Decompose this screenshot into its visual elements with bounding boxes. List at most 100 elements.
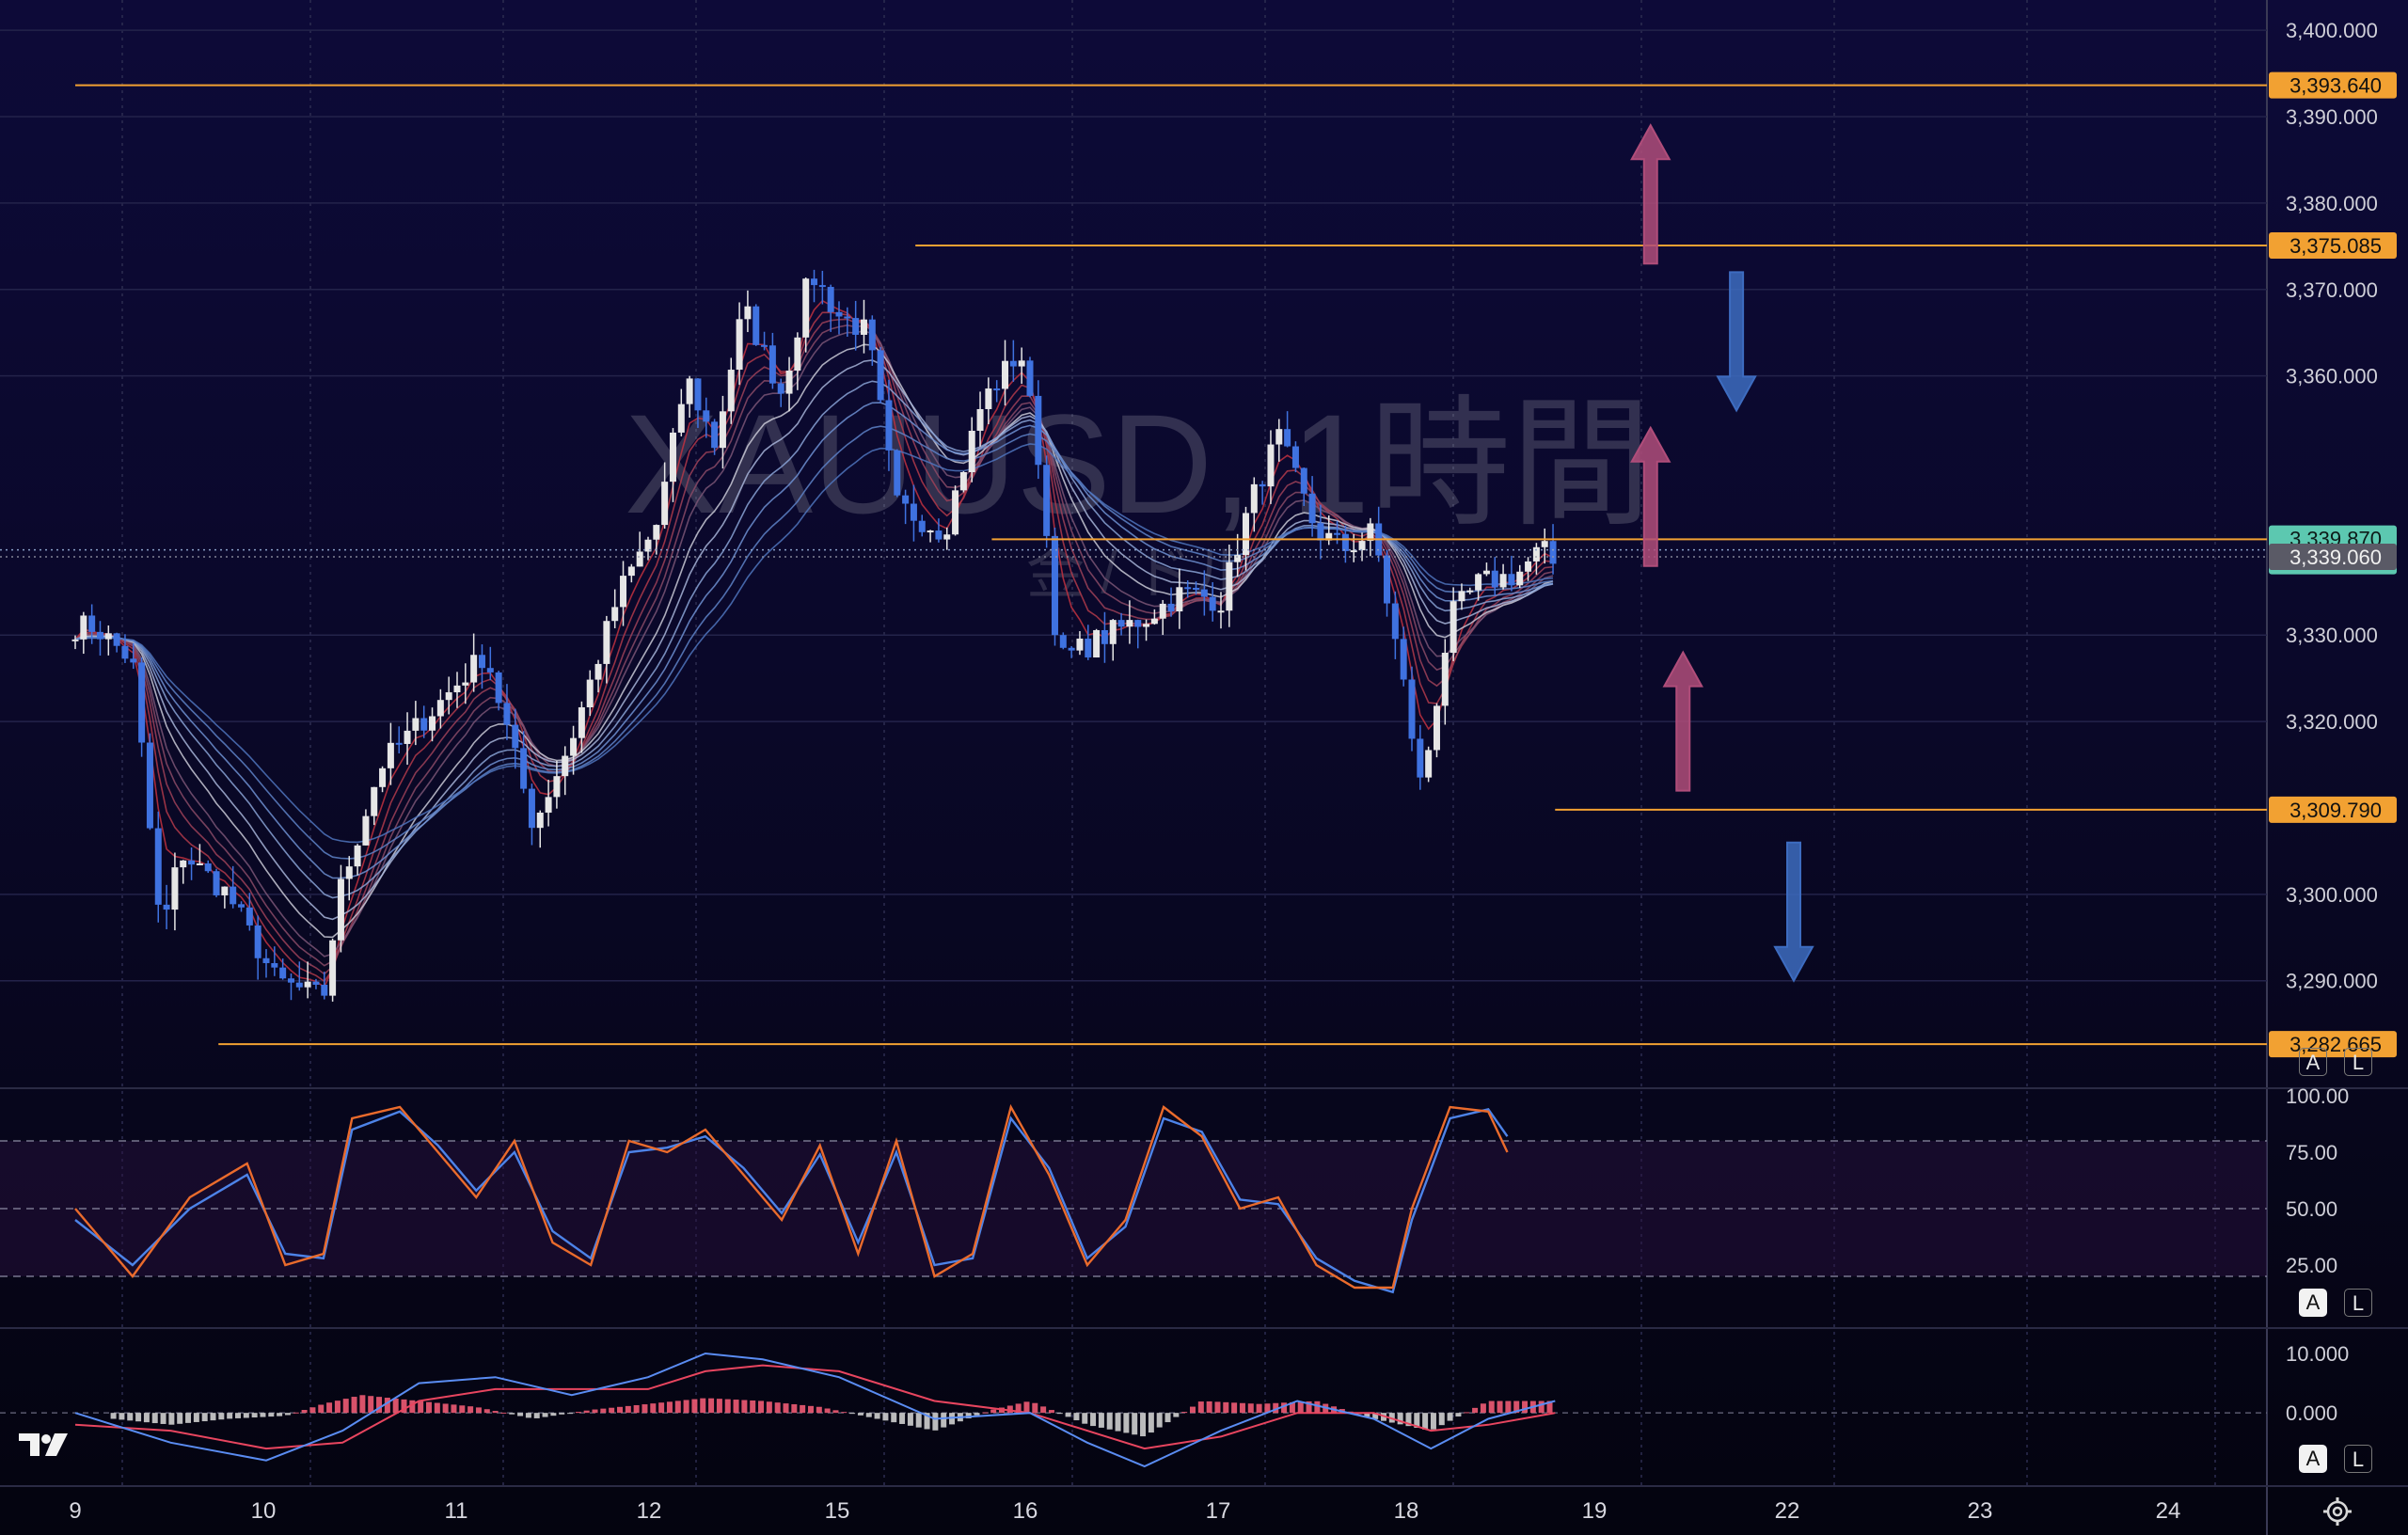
time-tick-label: 12 <box>637 1498 662 1524</box>
candle-body <box>1417 738 1424 778</box>
candle-body <box>711 421 719 449</box>
ema-ribbon-line <box>74 324 1554 967</box>
macd-histogram-bar <box>1306 1400 1312 1414</box>
candle-body <box>1026 360 1034 396</box>
candle-body <box>1117 620 1125 627</box>
macd-histogram-bar <box>642 1404 648 1414</box>
macd-histogram-bar <box>177 1413 183 1424</box>
macd-auto-scale-button[interactable]: A <box>2299 1445 2327 1473</box>
candle-body <box>1217 610 1225 613</box>
macd-log-scale-button[interactable]: L <box>2344 1445 2372 1473</box>
macd-histogram-bar <box>691 1399 698 1414</box>
up-arrow-icon <box>1630 425 1671 567</box>
macd-histogram-bar <box>1256 1403 1262 1414</box>
candle-body <box>404 730 411 744</box>
price-log-scale-button[interactable]: L <box>2344 1048 2372 1076</box>
price-auto-scale-button[interactable]: A <box>2299 1048 2327 1076</box>
macd-histogram-bar <box>849 1413 856 1415</box>
macd-histogram-bar <box>301 1410 308 1414</box>
macd-histogram-bar <box>1189 1406 1196 1414</box>
candle-body <box>204 862 212 872</box>
macd-histogram-bar <box>1065 1413 1071 1417</box>
time-tick-label: 22 <box>1775 1498 1800 1524</box>
candle-body <box>719 411 726 449</box>
stoch-tick-label: 50.00 <box>2286 1197 2337 1221</box>
macd-histogram-bar <box>1297 1401 1304 1414</box>
level-price-tag <box>2269 71 2397 99</box>
macd-histogram-bar <box>1006 1405 1013 1414</box>
candle-body <box>669 432 676 483</box>
macd-histogram-bar <box>932 1413 939 1431</box>
candle-body <box>1325 532 1333 541</box>
candle-body <box>553 776 561 798</box>
candle-body <box>661 482 669 526</box>
macd-tick-label: 10.000 <box>2286 1342 2349 1366</box>
macd-histogram-bar <box>143 1413 150 1423</box>
macd-histogram-bar <box>525 1413 531 1418</box>
candle-body <box>918 520 926 532</box>
candle-body <box>295 982 303 988</box>
macd-histogram-bar <box>243 1413 249 1418</box>
macd-histogram-bar <box>1430 1413 1436 1430</box>
candle-body <box>985 388 992 409</box>
stoch-tick-label: 100.00 <box>2286 1084 2349 1108</box>
macd-histogram-bar <box>1273 1402 1279 1414</box>
candle-body <box>1350 550 1357 553</box>
macd-histogram-bar <box>185 1413 192 1423</box>
macd-histogram-bar <box>650 1403 657 1414</box>
last-price-tag <box>2269 544 2397 571</box>
candle-body <box>1275 429 1283 445</box>
candle-body <box>146 742 153 829</box>
candle-body <box>1267 444 1275 487</box>
macd-histogram-bar <box>1040 1406 1047 1414</box>
candle-body <box>1441 653 1449 706</box>
candle-body <box>959 472 967 491</box>
candle-body <box>1109 620 1117 644</box>
candle-body <box>246 907 253 926</box>
candle-body <box>371 786 378 816</box>
candle-body <box>230 886 237 905</box>
candle-body <box>387 742 394 768</box>
candle-body <box>794 337 801 372</box>
macd-histogram-bar <box>783 1403 789 1414</box>
macd-histogram-bar <box>542 1413 548 1417</box>
candle-body <box>611 607 619 622</box>
price-tick-label: 3,400.000 <box>2286 19 2378 42</box>
macd-histogram-bar <box>1098 1413 1104 1428</box>
candle-body <box>436 700 444 717</box>
macd-histogram-bar <box>1132 1413 1138 1435</box>
stoch-log-scale-button[interactable]: L <box>2344 1289 2372 1317</box>
stoch-auto-scale-button[interactable]: A <box>2299 1289 2327 1317</box>
candle-body <box>1384 555 1391 604</box>
macd-histogram-bar <box>1472 1407 1479 1414</box>
macd-histogram-bar <box>1082 1413 1088 1424</box>
macd-histogram-bar <box>1032 1402 1038 1414</box>
macd-histogram-bar <box>1422 1413 1429 1430</box>
candle-body <box>536 812 544 829</box>
candle-body <box>935 530 943 540</box>
macd-histogram-bar <box>1048 1410 1054 1414</box>
candle-body <box>1093 629 1101 657</box>
macd-histogram-bar <box>160 1413 166 1424</box>
macd-histogram-bar <box>982 1412 989 1414</box>
symbol-watermark: XAUUSD, 1時間 <box>625 385 1652 543</box>
macd-histogram-bar <box>583 1410 590 1414</box>
macd-histogram-bar <box>467 1406 474 1414</box>
candle-body <box>486 668 494 673</box>
settings-gear-icon[interactable] <box>2321 1495 2353 1527</box>
candle-body <box>736 319 743 371</box>
candle-body <box>321 984 328 996</box>
macd-histogram-bar <box>210 1413 216 1421</box>
macd-histogram-bar <box>1123 1413 1130 1433</box>
candle-body <box>1308 493 1316 524</box>
ema-ribbon-line <box>74 443 1554 844</box>
candle-body <box>88 615 96 632</box>
candle-body <box>1525 561 1532 572</box>
macd-histogram-bar <box>915 1413 922 1428</box>
macd-histogram-bar <box>891 1413 897 1423</box>
candle-body <box>586 679 594 708</box>
macd-histogram-bar <box>941 1413 947 1428</box>
macd-histogram-bar <box>974 1413 980 1416</box>
macd-histogram-bar <box>800 1404 806 1414</box>
